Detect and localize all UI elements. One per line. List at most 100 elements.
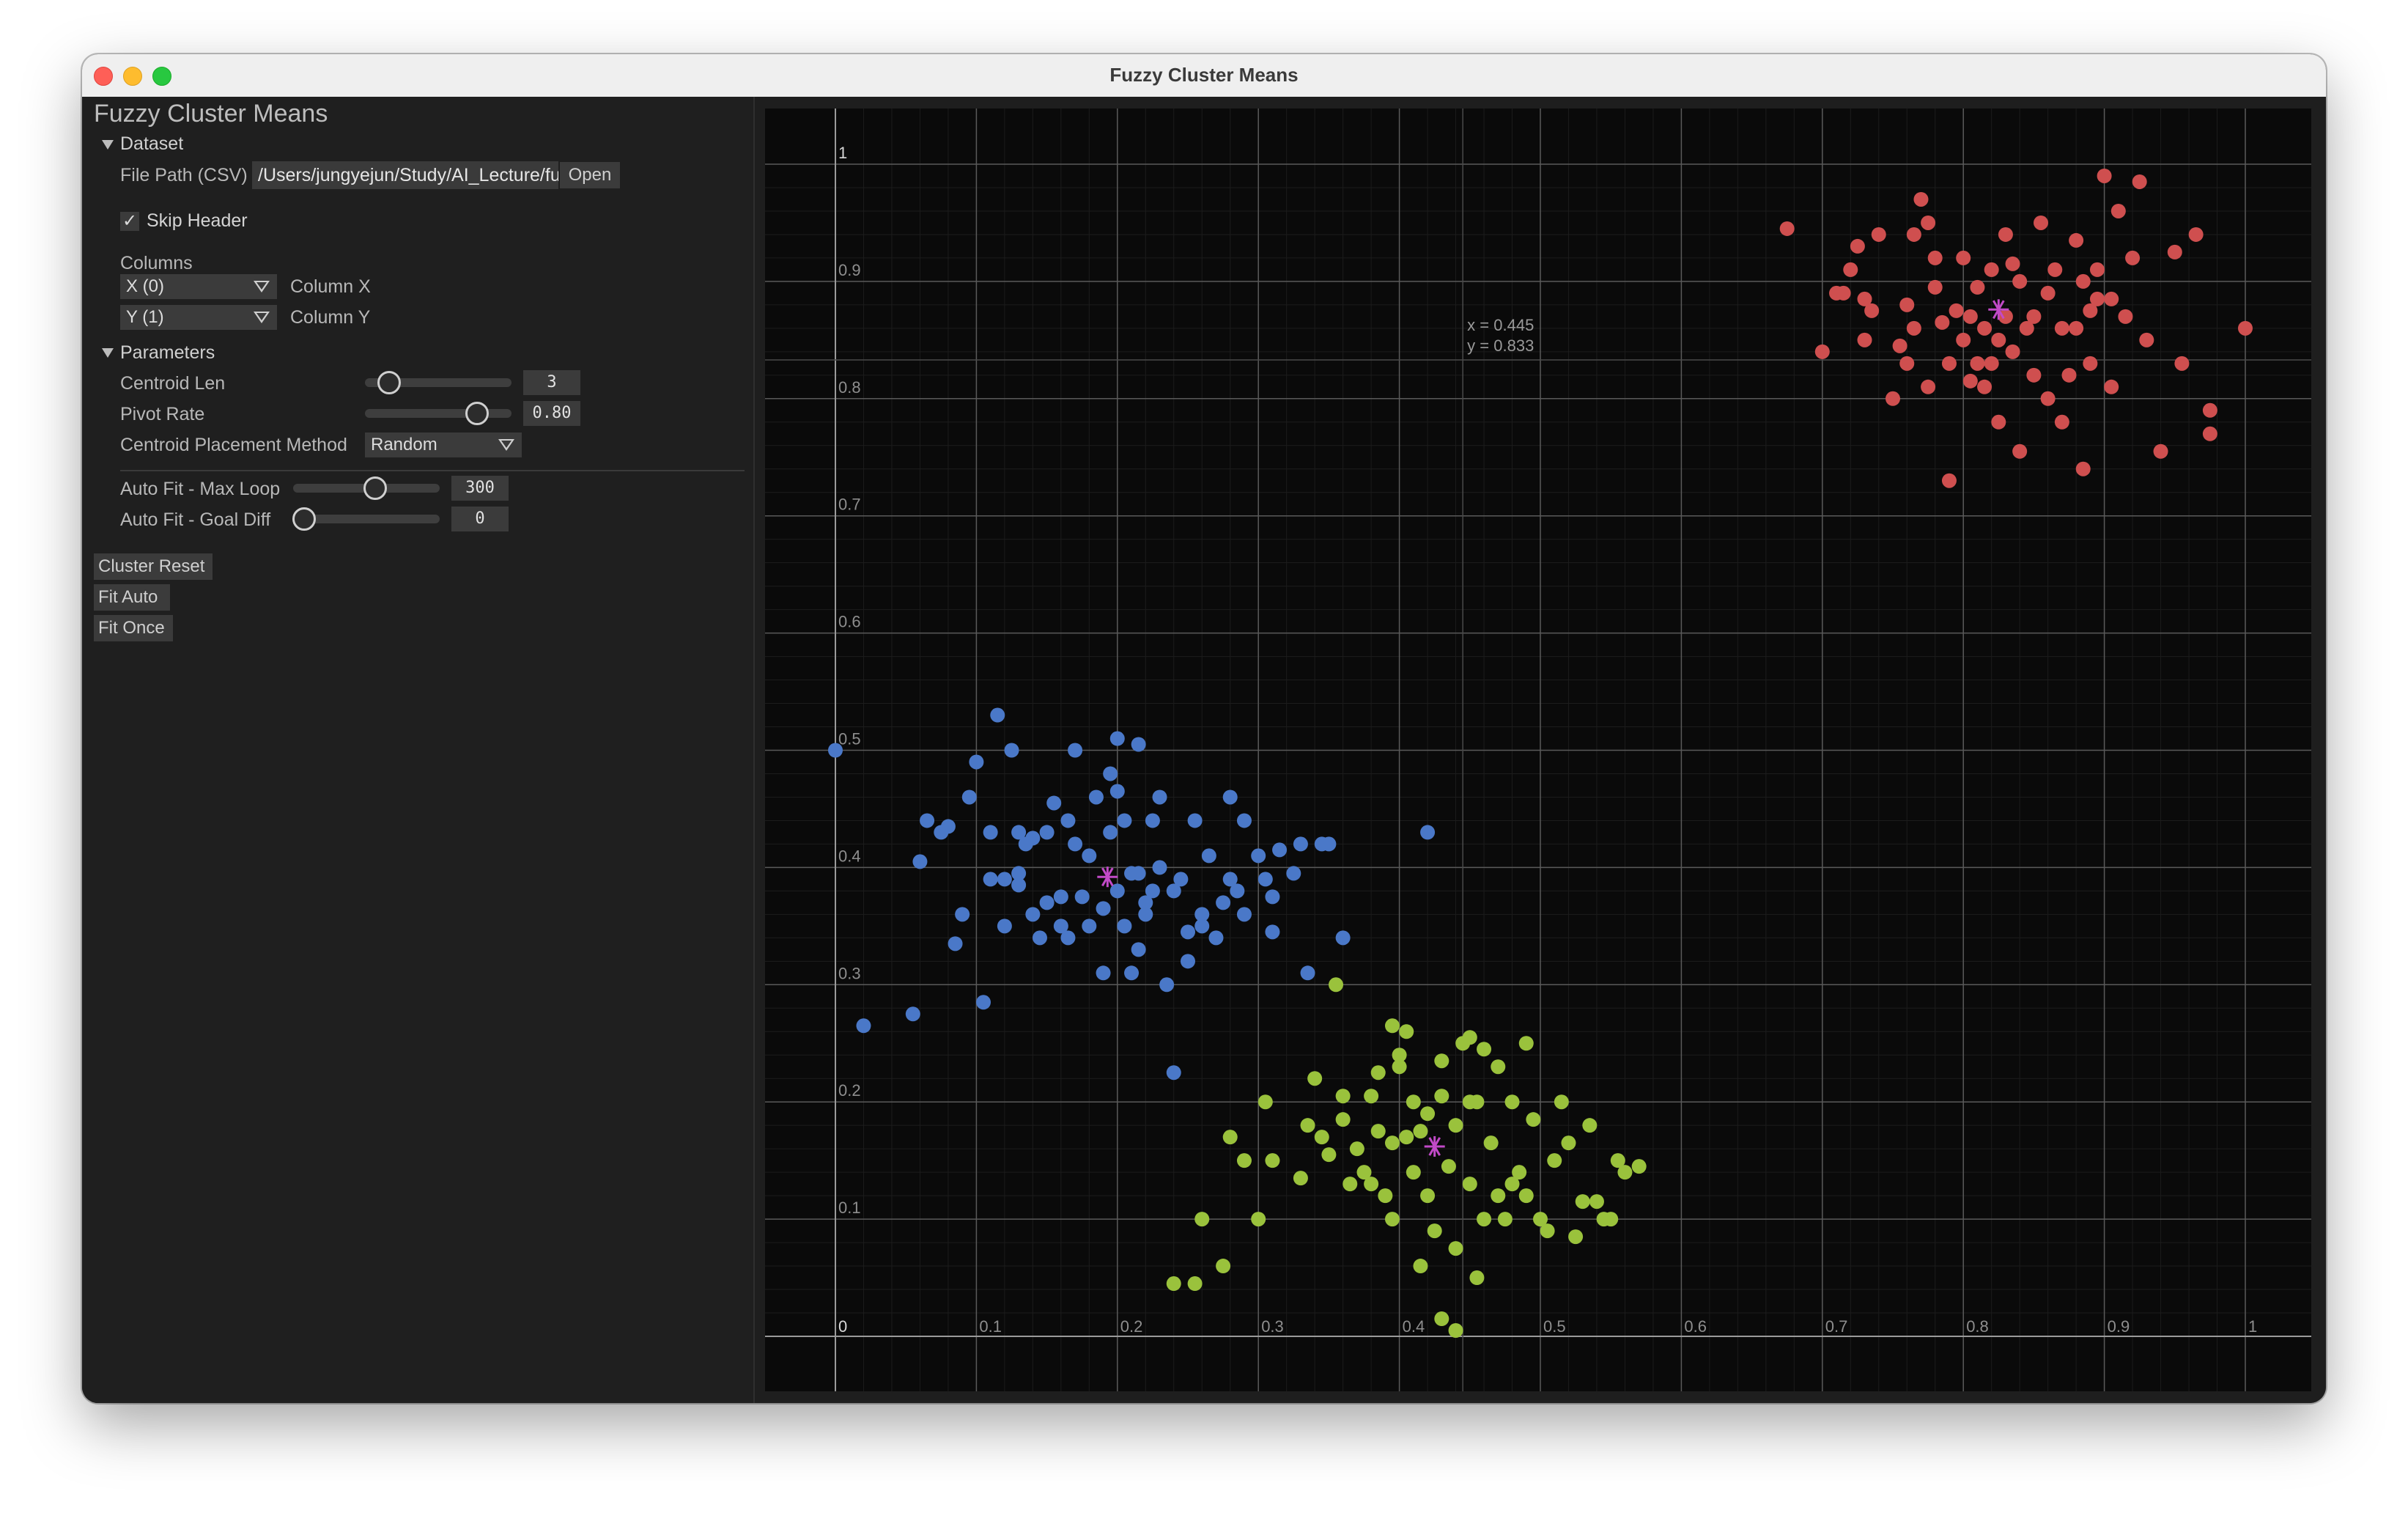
placement-method-label: Centroid Placement Method (120, 435, 347, 455)
goal-diff-slider-handle[interactable] (292, 507, 316, 531)
data-point (1956, 250, 1971, 265)
data-point (1413, 1259, 1428, 1274)
centroid-len-value[interactable]: 3 (523, 370, 580, 395)
data-point (2104, 291, 2119, 306)
data-point (912, 854, 928, 869)
parameters-header[interactable]: Parameters (120, 342, 215, 363)
data-point (1187, 1276, 1203, 1292)
data-point (1921, 215, 1936, 230)
goal-diff-slider[interactable] (293, 515, 440, 523)
y-tick-label: 0.7 (838, 496, 861, 514)
centroid-len-slider-handle[interactable] (377, 371, 401, 394)
x-tick-label: 0.4 (1403, 1317, 1425, 1336)
separator (120, 470, 745, 471)
data-point (1194, 907, 1210, 922)
maximize-window-button[interactable] (152, 67, 171, 86)
data-point (1068, 743, 1083, 758)
data-point (1949, 303, 1964, 318)
data-point (1554, 1094, 1569, 1110)
centroid-len-slider[interactable] (365, 378, 511, 387)
parameters-collapse-icon[interactable] (102, 348, 114, 358)
data-point (2012, 443, 2028, 459)
data-point (1518, 1188, 1534, 1204)
data-point (1096, 901, 1111, 916)
data-point (1448, 1241, 1463, 1256)
data-point (1181, 924, 1195, 940)
data-point (1483, 1135, 1499, 1151)
data-point (2054, 414, 2069, 430)
data-point (1343, 1177, 1358, 1192)
data-point (1159, 977, 1175, 993)
data-point (2104, 379, 2119, 394)
data-point (1441, 1159, 1456, 1174)
max-loop-slider-handle[interactable] (363, 476, 387, 500)
data-point (1109, 883, 1125, 899)
data-point (1329, 977, 1344, 993)
data-point (1582, 1118, 1598, 1133)
data-point (1082, 848, 1097, 864)
pivot-rate-value[interactable]: 0.80 (523, 401, 580, 426)
minimize-window-button[interactable] (123, 67, 142, 86)
data-point (1082, 919, 1097, 934)
cluster-reset-button[interactable]: Cluster Reset (94, 553, 213, 580)
max-loop-value[interactable]: 300 (451, 476, 509, 501)
data-point (1512, 1165, 1527, 1180)
data-point (1413, 1124, 1428, 1139)
open-file-button[interactable]: Open (560, 162, 620, 188)
column-y-label: Column Y (290, 307, 371, 328)
column-x-value: X (0) (126, 276, 165, 296)
data-point (1427, 1223, 1442, 1239)
data-point (2125, 250, 2141, 265)
data-point (1004, 743, 1019, 758)
dataset-collapse-icon[interactable] (102, 140, 114, 150)
placement-method-select[interactable]: Random (365, 432, 522, 457)
data-point (1152, 860, 1167, 875)
plot-canvas[interactable]: 0 0.1 0.2 0.3 0.4 0.5 0.6 0.7 0.8 0.9 1 0.1 0.2 0.3 0.… (765, 108, 2311, 1391)
goal-diff-value[interactable]: 0 (451, 507, 509, 531)
data-point (940, 819, 956, 834)
data-point (1547, 1153, 1562, 1168)
data-point (1631, 1159, 1647, 1174)
column-x-select[interactable]: X (0) (120, 274, 277, 299)
data-point (1138, 907, 1153, 922)
pivot-rate-slider-handle[interactable] (465, 402, 489, 425)
file-path-input[interactable]: /Users/jungyejun/Study/AI_Lecture/fuzzy-… (252, 161, 558, 189)
scatter-plot[interactable]: 0 0.1 0.2 0.3 0.4 0.5 0.6 0.7 0.8 0.9 1 0.1 0.2 0.3 0.… (765, 108, 2311, 1391)
data-point (1251, 848, 1266, 864)
data-point (2139, 332, 2154, 347)
data-point (1491, 1188, 1506, 1204)
data-point (2089, 291, 2105, 306)
data-point (1871, 227, 1886, 242)
data-point (1257, 872, 1273, 887)
data-point (1469, 1094, 1485, 1110)
fit-auto-button[interactable]: Fit Auto (94, 584, 170, 611)
centroid-marker (1097, 866, 1118, 888)
pivot-rate-slider[interactable] (365, 409, 511, 418)
data-point (2174, 356, 2190, 371)
dataset-header[interactable]: Dataset (120, 133, 184, 154)
data-point (1257, 1094, 1273, 1110)
data-point (1504, 1094, 1520, 1110)
data-point (1222, 872, 1238, 887)
data-point (2202, 402, 2217, 418)
data-point (1088, 789, 1104, 805)
data-point (1131, 866, 1146, 881)
data-point (1899, 356, 1915, 371)
data-point (1378, 1188, 1393, 1204)
column-y-select[interactable]: Y (1) (120, 305, 277, 330)
x-tick-label: 0 (838, 1317, 847, 1336)
data-point (1568, 1229, 1584, 1245)
data-point (1152, 789, 1167, 805)
data-point (2202, 426, 2217, 441)
data-point (1074, 889, 1090, 905)
chevron-down-icon (254, 281, 270, 292)
x-tick-label: 0.5 (1543, 1317, 1566, 1336)
data-point (1187, 813, 1203, 828)
data-point (1970, 279, 1985, 295)
fit-once-button[interactable]: Fit Once (94, 615, 173, 641)
data-point (1230, 883, 1245, 899)
data-point (1477, 1212, 1492, 1227)
skip-header-checkbox[interactable]: ✓ (120, 212, 139, 231)
data-point (1103, 825, 1118, 840)
close-window-button[interactable] (94, 67, 113, 86)
